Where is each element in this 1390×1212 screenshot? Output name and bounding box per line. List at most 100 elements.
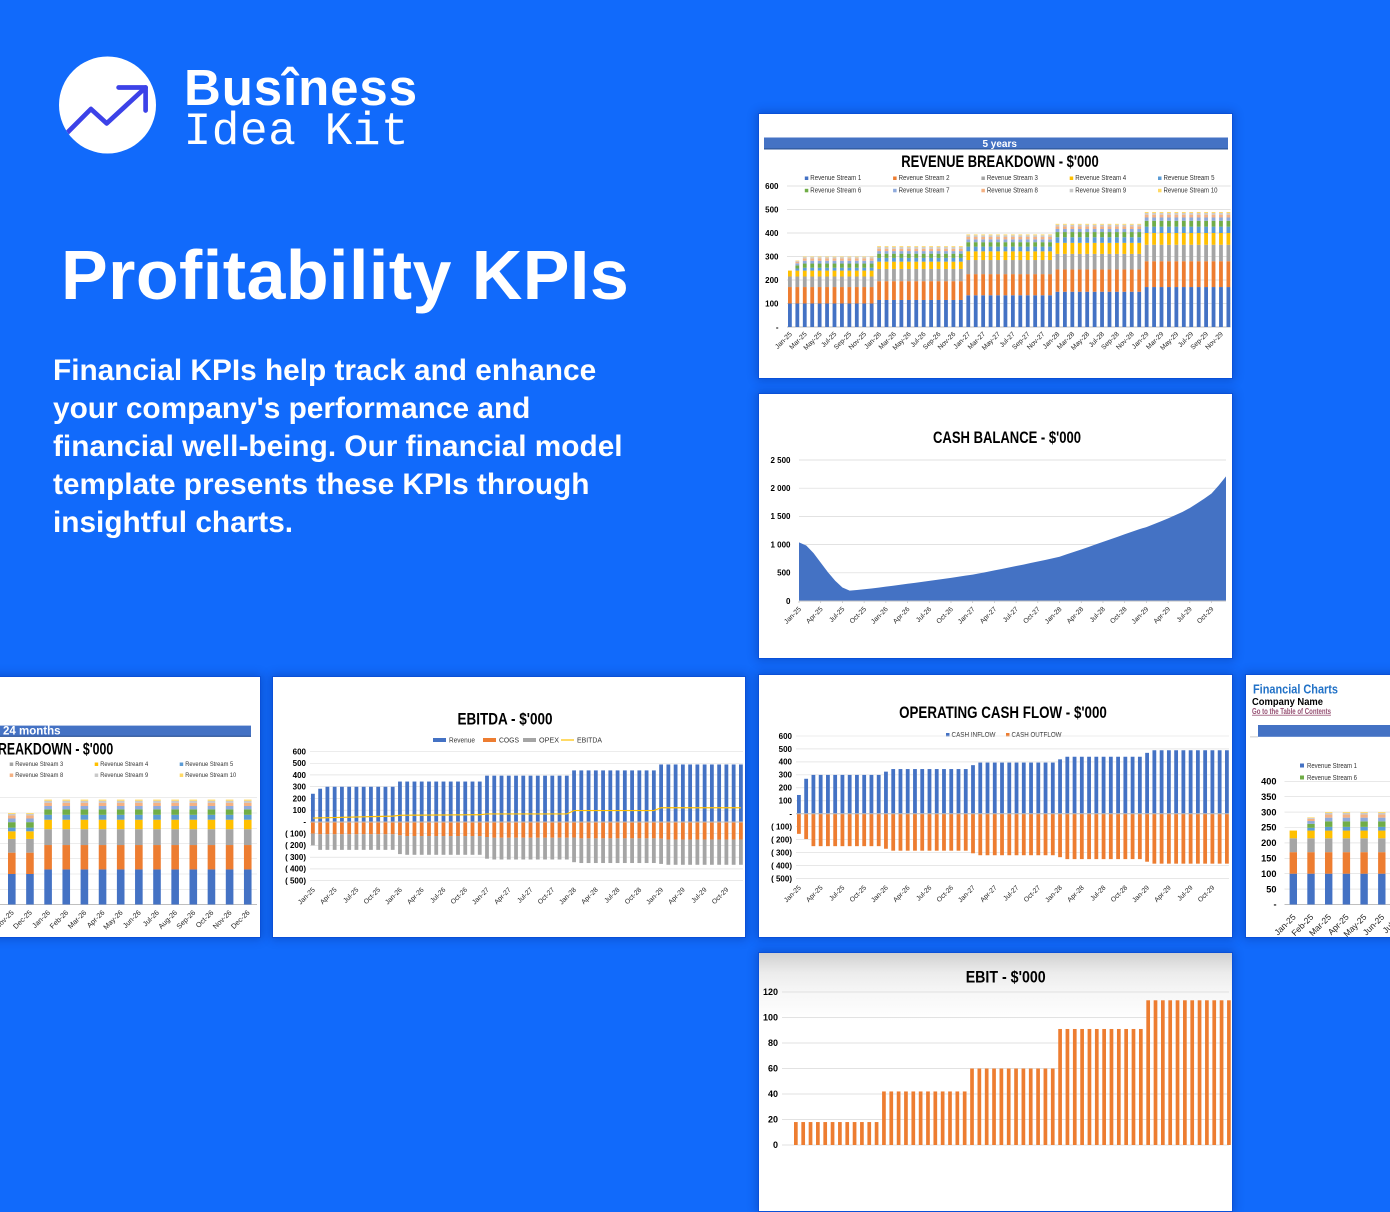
svg-text:400: 400 [765,229,779,238]
svg-text:Jan-29: Jan-29 [1131,884,1151,904]
svg-text:80: 80 [768,1038,778,1048]
svg-text:150: 150 [1261,854,1276,864]
svg-text:Sep-26: Sep-26 [174,908,197,931]
svg-text:Apr-25: Apr-25 [805,606,825,626]
svg-text:EBIT - $'000: EBIT - $'000 [966,968,1046,986]
svg-text:Jul-27: Jul-27 [1002,606,1020,624]
svg-text:-: - [1273,900,1276,910]
svg-text:Revenue: Revenue [449,738,475,745]
svg-text:COGS: COGS [499,738,519,745]
svg-text:Oct-27: Oct-27 [1022,606,1042,626]
svg-text:Revenue Stream 1: Revenue Stream 1 [1307,761,1357,770]
svg-text:Oct-28: Oct-28 [1110,884,1130,904]
svg-text:Jan-25: Jan-25 [297,886,317,906]
svg-text:Oct-29: Oct-29 [711,886,731,906]
svg-text:Jun-26: Jun-26 [121,908,143,930]
svg-text:Financial Charts: Financial Charts [1253,682,1338,697]
svg-text:Jan-28: Jan-28 [1044,884,1064,904]
svg-text:( 500): ( 500) [771,874,792,883]
svg-text:Dec-25: Dec-25 [11,908,34,931]
svg-text:1 500: 1 500 [770,512,791,521]
svg-text:Oct-27: Oct-27 [1023,884,1043,904]
svg-text:Jan-26: Jan-26 [870,884,890,904]
svg-text:Oct-29: Oct-29 [1197,884,1217,904]
svg-text:-: - [303,818,306,827]
svg-text:( 300): ( 300) [285,853,306,862]
svg-text:CASH BALANCE - $'000: CASH BALANCE - $'000 [933,428,1081,447]
svg-text:300: 300 [779,771,793,780]
svg-text:Apr-29: Apr-29 [1153,884,1173,904]
svg-text:100: 100 [293,806,307,815]
svg-text:CASH OUTFLOW: CASH OUTFLOW [1012,732,1062,739]
svg-text:( 500): ( 500) [285,876,306,885]
svg-text:Revenue Stream 9: Revenue Stream 9 [100,772,148,779]
svg-text:400: 400 [779,758,793,767]
svg-text:Apr-27: Apr-27 [493,886,513,906]
svg-text:0: 0 [773,1140,778,1150]
svg-text:Jan-27: Jan-27 [957,606,977,626]
svg-text:Apr-25: Apr-25 [805,884,825,904]
svg-text:Jan-26: Jan-26 [30,908,52,930]
svg-text:Oct-26: Oct-26 [450,886,470,906]
svg-text:Revenue Stream 9: Revenue Stream 9 [1075,188,1126,195]
svg-text:Jul-29: Jul-29 [691,886,709,904]
svg-text:Jul-27: Jul-27 [1002,884,1020,902]
svg-text:( 100): ( 100) [771,823,792,832]
svg-text:Go to the Table of Contents: Go to the Table of Contents [1252,707,1331,716]
svg-text:300: 300 [765,252,779,261]
svg-text:Revenue Stream 2: Revenue Stream 2 [899,175,950,182]
svg-text:Oct-26: Oct-26 [936,606,956,626]
svg-text:Dec-26: Dec-26 [229,908,252,931]
svg-text:Apr-27: Apr-27 [979,606,999,626]
svg-text:Nov-26: Nov-26 [211,908,234,931]
svg-text:Apr-29: Apr-29 [1153,606,1173,626]
svg-text:OPERATING CASH FLOW - $'000: OPERATING CASH FLOW - $'000 [899,704,1107,722]
svg-text:( 400): ( 400) [771,861,792,870]
svg-text:2 000: 2 000 [770,484,791,493]
svg-text:( 200): ( 200) [285,841,306,850]
svg-text:50: 50 [1266,884,1276,894]
svg-text:300: 300 [293,783,307,792]
svg-text:Jan-29: Jan-29 [645,886,665,906]
svg-text:200: 200 [779,784,793,793]
svg-text:Apr-29: Apr-29 [667,886,687,906]
svg-text:100: 100 [779,797,793,806]
svg-text:( 100): ( 100) [285,829,306,838]
svg-text:100: 100 [763,1013,778,1023]
svg-text:Revenue Stream 6: Revenue Stream 6 [1307,773,1357,782]
svg-text:EBITDA - $'000: EBITDA - $'000 [458,711,553,729]
svg-text:Feb-26: Feb-26 [48,908,70,930]
svg-text:Apr-25: Apr-25 [319,886,339,906]
svg-text:200: 200 [293,794,307,803]
svg-text:500: 500 [777,569,791,578]
svg-text:600: 600 [293,747,307,756]
svg-text:Revenue Stream 8: Revenue Stream 8 [987,188,1038,195]
svg-text:Revenue Stream 3: Revenue Stream 3 [987,175,1038,182]
svg-text:20: 20 [768,1115,778,1125]
svg-text:Jan-25: Jan-25 [783,606,803,626]
svg-text:Jan-26: Jan-26 [384,886,404,906]
svg-text:Jul-27: Jul-27 [516,886,534,904]
svg-text:600: 600 [779,732,793,741]
svg-text:2 500: 2 500 [770,456,791,465]
svg-text:400: 400 [293,771,307,780]
svg-text:Apr-27: Apr-27 [979,884,999,904]
svg-text:5 years: 5 years [982,139,1017,150]
svg-text:Oct-26: Oct-26 [936,884,956,904]
svg-text:Revenue Stream 6: Revenue Stream 6 [810,188,861,195]
svg-text:Jan-26: Jan-26 [870,606,890,626]
svg-text:Oct-28: Oct-28 [1109,606,1129,626]
svg-text:300: 300 [1261,807,1276,817]
svg-text:500: 500 [779,745,793,754]
svg-text:May-26: May-26 [101,908,124,931]
svg-text:Revenue Stream 7: Revenue Stream 7 [899,188,950,195]
svg-text:Revenue Stream 4: Revenue Stream 4 [1075,175,1126,182]
svg-text:REVENUE BREAKDOWN - $'000: REVENUE BREAKDOWN - $'000 [901,153,1098,171]
svg-text:Mar-26: Mar-26 [66,908,88,930]
svg-text:Jul-26: Jul-26 [915,606,933,624]
svg-text:Oct-29: Oct-29 [1196,606,1216,626]
svg-text:( 300): ( 300) [771,848,792,857]
svg-text:120: 120 [763,987,778,997]
svg-text:Jan-28: Jan-28 [558,886,578,906]
svg-text:1 000: 1 000 [770,540,791,549]
